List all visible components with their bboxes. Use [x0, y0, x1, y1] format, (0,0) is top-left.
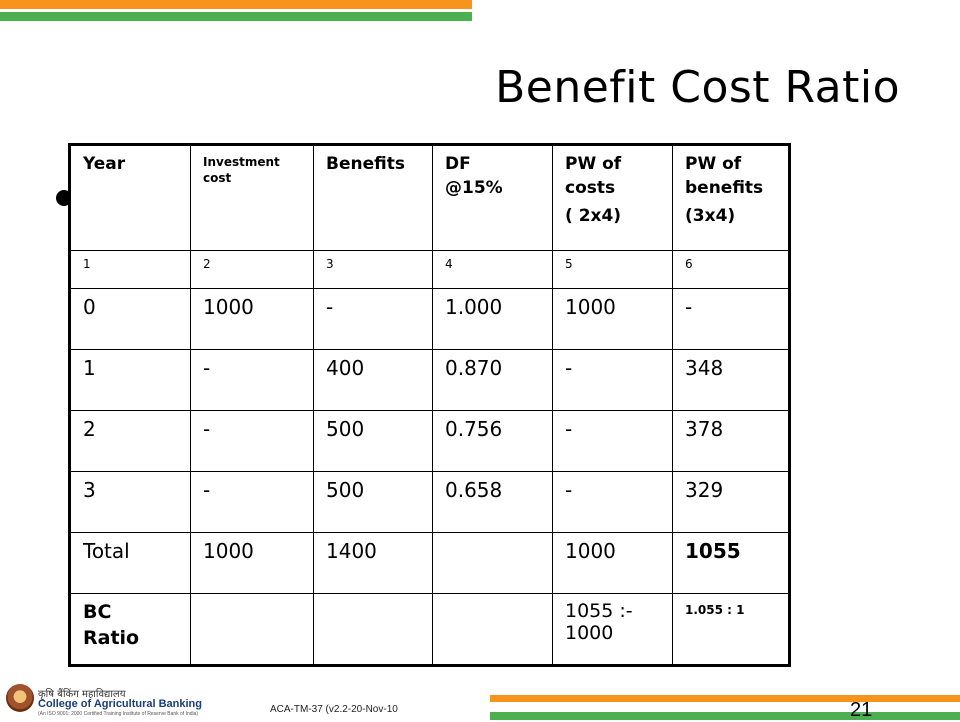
- footer-code: ACA-TM-37 (v2.2-20-Nov-10: [270, 704, 398, 715]
- column-number: 4: [432, 250, 553, 289]
- org-name: College of Agricultural Banking: [38, 698, 202, 710]
- cell-df: 0.658: [432, 471, 553, 533]
- cell-investment: -: [190, 410, 314, 472]
- cell-df: 0.870: [432, 349, 553, 411]
- cell-investment: 1000: [190, 288, 314, 350]
- cell-benefits: 500: [313, 471, 433, 533]
- total-pw-benefits: 1055: [672, 532, 790, 594]
- cell-pw-costs: 1000: [552, 288, 673, 350]
- table-row: 2 - 500 0.756 - 378: [69, 410, 790, 472]
- cell-year: 1: [69, 349, 191, 411]
- cell-year: 2: [69, 410, 191, 472]
- table-row: 3 - 500 0.658 - 329: [69, 471, 790, 533]
- bc-ratio-label-line2: Ratio: [83, 627, 140, 649]
- total-investment: 1000: [190, 532, 314, 594]
- cell-benefits: -: [313, 288, 433, 350]
- table-row: 0 1000 - 1.000 1000 -: [69, 288, 790, 350]
- org-name-hindi: कृषि बैंकिंग महाविद्यालय: [38, 689, 126, 700]
- slide-title: Benefit Cost Ratio: [495, 62, 900, 113]
- cell-year: 0: [69, 288, 191, 350]
- column-number: 3: [313, 250, 433, 289]
- cell-pw-benefits: 329: [672, 471, 790, 533]
- cell-pw-costs: -: [552, 410, 673, 472]
- header-df-line1: DF: [445, 154, 471, 174]
- header-benefits: Benefits: [313, 144, 433, 251]
- cell-year: 3: [69, 471, 191, 533]
- cell-df: 0.756: [432, 410, 553, 472]
- college-logo: [6, 684, 34, 712]
- page-number: 21: [850, 699, 873, 721]
- cell-investment: -: [190, 471, 314, 533]
- header-pw-benefits: PW of benefits (3x4): [672, 144, 790, 251]
- total-df: [432, 532, 553, 594]
- column-number: 2: [190, 250, 314, 289]
- total-benefits: 1400: [313, 532, 433, 594]
- org-certification: (An ISO 9001: 2000 Certified Training In…: [38, 711, 199, 717]
- table-header-row: Year Investment cost Benefits DF @15% PW…: [69, 144, 790, 251]
- bc-ratio-row: BC Ratio 1055 :- 1000 1.055 : 1: [69, 593, 790, 666]
- header-discount-factor: DF @15%: [432, 144, 553, 251]
- header-year: Year: [69, 144, 191, 251]
- empty-cell: [432, 593, 553, 666]
- bottom-green-stripe: [490, 712, 960, 720]
- cell-benefits: 500: [313, 410, 433, 472]
- top-green-stripe: [0, 12, 472, 21]
- top-stripe-gap: [0, 9, 472, 12]
- header-pw-costs-line1: PW of costs: [565, 154, 622, 198]
- column-number: 5: [552, 250, 673, 289]
- bc-ratio-result: 1.055 : 1: [672, 593, 790, 666]
- total-row: Total 1000 1400 1000 1055: [69, 532, 790, 594]
- bc-ratio-label-line1: BC: [83, 601, 112, 623]
- cell-df: 1.000: [432, 288, 553, 350]
- top-orange-stripe: [0, 0, 472, 9]
- table-row: 1 - 400 0.870 - 348: [69, 349, 790, 411]
- column-number-row: 1 2 3 4 5 6: [69, 250, 790, 289]
- cell-pw-benefits: 378: [672, 410, 790, 472]
- header-pw-benefits-line2: (3x4): [685, 206, 736, 226]
- cell-pw-benefits: 348: [672, 349, 790, 411]
- cell-pw-benefits: -: [672, 288, 790, 350]
- total-pw-costs: 1000: [552, 532, 673, 594]
- column-number: 1: [69, 250, 191, 289]
- bc-ratio-label: BC Ratio: [69, 593, 191, 666]
- bc-ratio-table: Year Investment cost Benefits DF @15% PW…: [68, 143, 791, 667]
- cell-benefits: 400: [313, 349, 433, 411]
- bc-ratio-calc-line1: 1055 :-: [565, 600, 633, 622]
- header-pw-costs-line2: ( 2x4): [565, 206, 622, 226]
- total-label: Total: [69, 532, 191, 594]
- header-df-line2: @15%: [445, 178, 503, 198]
- empty-cell: [190, 593, 314, 666]
- header-pw-costs: PW of costs ( 2x4): [552, 144, 673, 251]
- bottom-orange-stripe: [490, 695, 960, 702]
- empty-cell: [313, 593, 433, 666]
- column-number: 6: [672, 250, 790, 289]
- bc-ratio-calculation: 1055 :- 1000: [552, 593, 673, 666]
- header-investment-cost: Investment cost: [190, 144, 314, 251]
- cell-pw-costs: -: [552, 471, 673, 533]
- cell-investment: -: [190, 349, 314, 411]
- bc-ratio-calc-line2: 1000: [565, 622, 614, 644]
- header-pw-benefits-line1: PW of benefits: [685, 154, 764, 198]
- cell-pw-costs: -: [552, 349, 673, 411]
